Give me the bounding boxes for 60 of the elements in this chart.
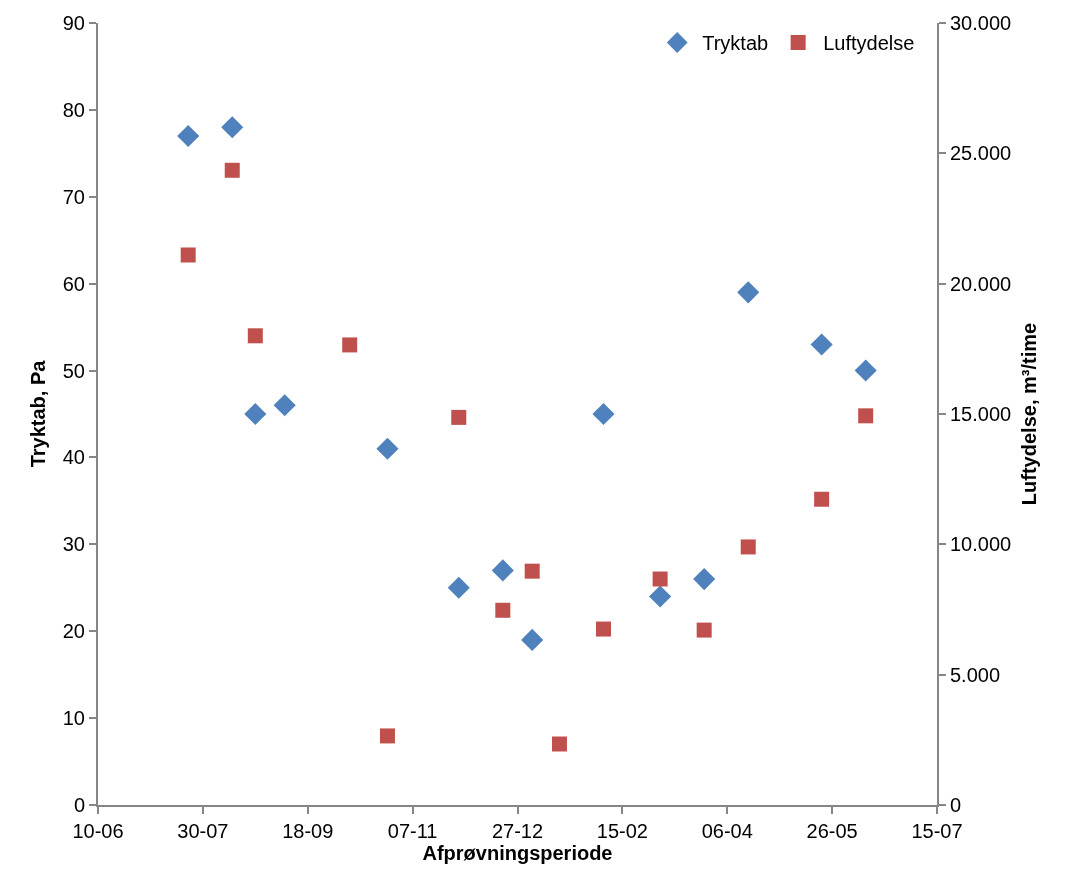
x-axis-title: Afprøvningsperiode bbox=[422, 842, 613, 864]
point bbox=[652, 571, 668, 587]
point bbox=[447, 576, 470, 599]
point bbox=[740, 539, 756, 555]
y-tick-label: 30 bbox=[62, 533, 85, 556]
point bbox=[180, 247, 196, 263]
x-tick-label: 10-06 bbox=[72, 820, 124, 842]
point bbox=[521, 628, 544, 651]
point bbox=[244, 402, 267, 426]
x-tick-label: 06-04 bbox=[701, 820, 753, 842]
point bbox=[551, 736, 567, 752]
x-tick-label: 30-07 bbox=[177, 820, 229, 842]
y2-tick-label: 10.000 bbox=[950, 533, 1012, 556]
point bbox=[810, 333, 833, 356]
y2-axis-title: Luftydelse, m³/time bbox=[1018, 322, 1041, 506]
y-tick-label: 20 bbox=[62, 620, 85, 643]
x-tick-label: 26-05 bbox=[806, 820, 858, 842]
y-tick-label: 50 bbox=[62, 359, 85, 382]
point bbox=[524, 563, 540, 579]
point bbox=[221, 116, 244, 139]
point bbox=[376, 437, 399, 460]
x-tick-label: 27-12 bbox=[491, 820, 544, 842]
point bbox=[854, 359, 877, 382]
point bbox=[273, 394, 296, 417]
y-tick-label: 70 bbox=[62, 185, 85, 208]
point bbox=[592, 402, 615, 426]
y2-tick-label: 30.000 bbox=[950, 12, 1012, 34]
y-axis-title: Tryktab, Pa bbox=[26, 359, 49, 468]
y2-tick-label: 25.000 bbox=[950, 142, 1012, 165]
x-tick-label: 15-07 bbox=[911, 820, 963, 842]
y-tick-label: 10 bbox=[62, 707, 85, 730]
point bbox=[858, 408, 874, 424]
point bbox=[737, 281, 760, 304]
legend-label: Tryktab bbox=[702, 32, 769, 55]
y-tick-label: 90 bbox=[62, 12, 85, 34]
point bbox=[491, 559, 514, 582]
point bbox=[247, 328, 263, 344]
point bbox=[696, 622, 712, 638]
y2-tick-label: 20.000 bbox=[950, 272, 1012, 295]
x-tick-label: 07-11 bbox=[387, 820, 438, 842]
x-tick-label: 18-09 bbox=[282, 820, 334, 842]
legend-label: Luftydelse bbox=[823, 32, 915, 55]
point bbox=[495, 602, 511, 618]
point bbox=[693, 568, 716, 591]
point bbox=[649, 585, 672, 608]
point bbox=[224, 162, 240, 178]
point bbox=[814, 491, 830, 507]
x-tick-label: 15-02 bbox=[596, 820, 648, 842]
point bbox=[177, 124, 200, 148]
y-tick-label: 80 bbox=[62, 98, 85, 121]
y2-tick-label: 0 bbox=[950, 794, 962, 816]
y2-tick-label: 5.000 bbox=[950, 663, 1001, 686]
y2-tick-label: 15.000 bbox=[950, 403, 1012, 425]
point bbox=[379, 728, 395, 744]
y-tick-label: 40 bbox=[62, 446, 85, 469]
point bbox=[451, 409, 467, 425]
y-tick-label: 0 bbox=[73, 794, 85, 816]
point bbox=[342, 337, 358, 353]
y-tick-label: 60 bbox=[62, 272, 85, 295]
point bbox=[596, 621, 611, 637]
